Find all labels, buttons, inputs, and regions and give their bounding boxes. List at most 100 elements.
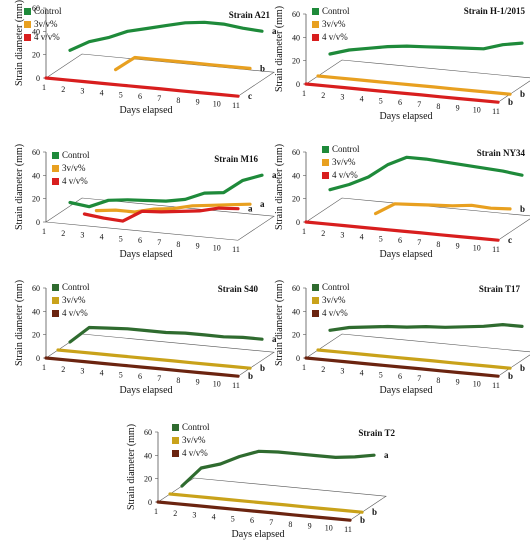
y-axis-title: Strain diameter (mm) (14, 0, 25, 86)
chart-panel: 0 20 40 60 Strain diameter (mm) 1 2 3 4 5 6 7 8 9 10 11… (274, 6, 530, 122)
x-tick-label: 2 (321, 365, 325, 374)
chart-title: Strain T17 (479, 284, 521, 294)
legend-swatch (322, 159, 329, 166)
legend-swatch (52, 178, 59, 185)
legend-swatch (312, 21, 319, 28)
significance-letter: b (260, 363, 265, 373)
x-tick-label: 3 (340, 367, 344, 376)
x-tick-label: 6 (138, 372, 142, 381)
legend-swatch (52, 297, 59, 304)
series-line-1 (328, 155, 524, 192)
x-tick-label: 3 (340, 93, 344, 102)
x-tick-label: 1 (42, 227, 46, 236)
y-tick-label: 60 (292, 284, 300, 293)
series-line-1 (180, 449, 376, 488)
x-tick-label: 10 (473, 243, 481, 252)
legend-label: 3v/v% (322, 19, 346, 29)
x-tick-label: 6 (398, 98, 402, 107)
y-tick-label: 60 (32, 4, 40, 13)
legend-label: 4 v/v% (332, 170, 358, 180)
chart-panel: 0 20 40 60 Strain diameter (mm) 1 2 3 4 5 6 7 8 9 10 11… (126, 422, 395, 540)
x-tick-label: 7 (417, 238, 421, 247)
x-tick-label: 5 (119, 234, 123, 243)
significance-letter: a (272, 26, 277, 36)
x-axis-title: Days elapsed (379, 249, 432, 260)
x-tick-label: 4 (360, 368, 364, 377)
y-tick-label: 0 (296, 218, 300, 227)
x-tick-label: 11 (232, 381, 240, 390)
x-tick-label: 1 (302, 363, 306, 372)
x-tick-label: 10 (213, 379, 221, 388)
legend-swatch (24, 34, 31, 41)
x-tick-label: 10 (325, 523, 333, 532)
x-tick-label: 10 (473, 105, 481, 114)
x-tick-label: 3 (80, 87, 84, 96)
y-tick-label: 0 (36, 74, 40, 83)
series-line-1 (68, 173, 264, 209)
x-tick-label: 2 (173, 509, 177, 518)
y-tick-label: 20 (292, 195, 300, 204)
series-line-1 (68, 325, 264, 344)
y-tick-label: 0 (296, 80, 300, 89)
x-tick-label: 3 (80, 367, 84, 376)
x-tick-label: 3 (192, 511, 196, 520)
x-tick-label: 7 (417, 100, 421, 109)
legend-label: 4 v/v% (322, 32, 348, 42)
chart-panel: 0 20 40 60 Strain diameter (mm) 1 2 3 4 5 6 7 8 9 10 11… (14, 144, 277, 260)
series-line-3 (304, 356, 500, 378)
x-tick-label: 5 (231, 514, 235, 523)
legend-label: 3v/v% (34, 19, 58, 29)
legend-swatch (24, 21, 31, 28)
x-tick-label: 4 (100, 368, 104, 377)
y-tick-label: 40 (292, 307, 300, 316)
legend-label: 3v/v% (322, 295, 346, 305)
x-tick-label: 9 (196, 242, 200, 251)
y-tick-label: 0 (296, 354, 300, 363)
significance-letter: b (248, 371, 253, 381)
legend-label: Control (182, 422, 210, 432)
x-tick-label: 9 (456, 242, 460, 251)
x-tick-label: 5 (379, 234, 383, 243)
chart-panel: 0 20 40 60 Strain diameter (mm) 1 2 3 4 5 6 7 8 9 10 11… (14, 280, 277, 396)
series-line-3 (82, 206, 240, 223)
x-tick-label: 6 (138, 92, 142, 101)
significance-letter: b (520, 204, 525, 214)
legend-swatch (312, 310, 319, 317)
x-tick-label: 5 (119, 90, 123, 99)
x-tick-label: 8 (436, 376, 440, 385)
x-tick-label: 9 (456, 378, 460, 387)
x-tick-label: 5 (379, 96, 383, 105)
chart-title: Strain M16 (214, 154, 258, 164)
x-tick-label: 11 (232, 101, 240, 110)
significance-letter: a (272, 170, 277, 180)
x-tick-label: 4 (360, 232, 364, 241)
y-tick-label: 20 (32, 195, 40, 204)
x-tick-label: 8 (176, 96, 180, 105)
x-tick-label: 10 (213, 243, 221, 252)
x-tick-label: 4 (100, 232, 104, 241)
legend-swatch (312, 297, 319, 304)
x-tick-label: 4 (360, 94, 364, 103)
y-tick-label: 40 (32, 27, 40, 36)
legend-label: 4 v/v% (34, 32, 60, 42)
x-tick-label: 11 (492, 245, 500, 254)
floor-plane (45, 197, 275, 241)
x-tick-label: 8 (176, 240, 180, 249)
significance-letter: c (248, 91, 252, 101)
x-tick-label: 7 (269, 518, 273, 527)
significance-letter: b (260, 63, 265, 73)
series-line-2 (168, 492, 364, 514)
legend-label: 3v/v% (62, 295, 86, 305)
x-tick-label: 7 (157, 238, 161, 247)
x-tick-label: 7 (157, 374, 161, 383)
y-tick-label: 40 (292, 171, 300, 180)
y-tick-label: 20 (292, 57, 300, 66)
series-line-3 (304, 82, 500, 104)
series-line-2 (56, 348, 252, 370)
y-tick-label: 60 (32, 148, 40, 157)
significance-letter: a (260, 199, 265, 209)
legend-label: Control (322, 282, 350, 292)
x-tick-label: 9 (308, 522, 312, 531)
x-axis-title: Days elapsed (119, 249, 172, 260)
x-tick-label: 5 (119, 370, 123, 379)
